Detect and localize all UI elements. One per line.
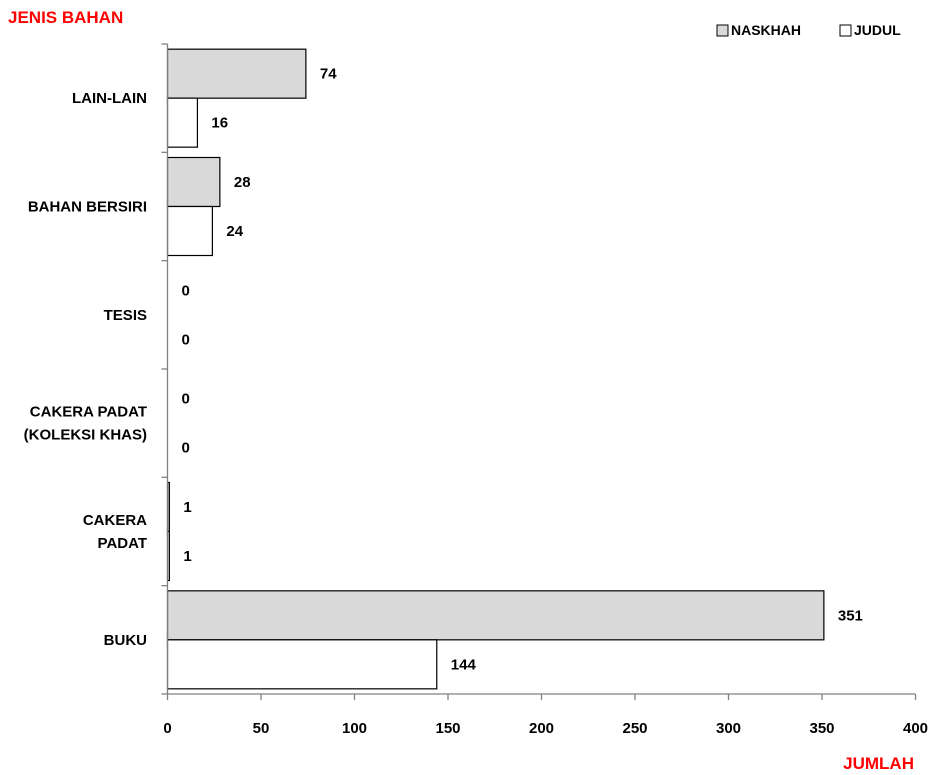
x-tick-label: 100 [342, 720, 367, 737]
axes-group: 0 50 100 150 200 250 300 350 400BUKUCAKERAPADATC… [24, 43, 928, 737]
x-tick-label: 200 [529, 720, 554, 737]
legend-swatch-judul [839, 24, 852, 37]
bar-naskhah-buku [166, 590, 825, 641]
data-label-judul-lain-lain: 16 [211, 115, 228, 132]
data-label-naskhah-cakera-padat-koleksi-khas: 0 [182, 391, 190, 408]
bar-naskhah-bahan-bersiri [166, 156, 221, 208]
data-label-judul-bahan-bersiri: 24 [226, 223, 243, 240]
x-tick-label: 50 [253, 720, 270, 737]
bar-naskhah-lain-lain [166, 48, 307, 99]
x-tick-label: 250 [622, 720, 647, 737]
x-tick-label: 300 [716, 720, 741, 737]
category-label-lain-lain: LAIN-LAIN [72, 90, 147, 107]
data-label-naskhah-bahan-bersiri: 28 [234, 174, 251, 191]
x-tick-label: 400 [903, 720, 928, 737]
data-label-naskhah-buku: 351 [838, 607, 863, 624]
category-label-tesis: TESIS [104, 307, 147, 324]
category-label-cakera-padat-koleksi-khas: CAKERA PADAT [30, 404, 147, 421]
data-label-judul-tesis: 0 [182, 331, 190, 348]
x-tick-label: 350 [809, 720, 834, 737]
legend-label-naskhah: NASKHAH [731, 22, 801, 38]
category-label-bahan-bersiri: BAHAN BERSIRI [28, 199, 147, 216]
bar-judul-bahan-bersiri [166, 205, 213, 257]
data-label-naskhah-tesis: 0 [182, 282, 190, 299]
category-label-cakera-padat-koleksi-khas: (KOLEKSI KHAS) [24, 427, 147, 444]
y-axis-title: JENIS BAHAN [8, 8, 123, 27]
legend-label-judul: JUDUL [854, 22, 901, 38]
x-tick-label: 0 [163, 720, 171, 737]
legend: NASKHAH JUDUL [716, 22, 901, 38]
data-label-naskhah-cakera-padat: 1 [183, 499, 191, 516]
x-tick-label: 150 [435, 720, 460, 737]
bar-judul-buku [166, 639, 438, 690]
bar-judul-lain-lain [166, 97, 199, 148]
category-label-cakera-padat: CAKERA [83, 512, 147, 529]
category-label-cakera-padat: PADAT [98, 535, 147, 552]
x-axis-title: JUMLAH [843, 754, 914, 773]
data-label-naskhah-lain-lain: 74 [320, 66, 337, 83]
data-label-judul-cakera-padat-koleksi-khas: 0 [182, 440, 190, 457]
data-label-judul-buku: 144 [451, 656, 477, 673]
data-label-judul-cakera-padat: 1 [183, 548, 191, 565]
bars-group: 351 144 1 1 0 0 0 0 28 24 74 16 [166, 48, 863, 690]
legend-swatch-naskhah [716, 24, 729, 37]
category-label-buku: BUKU [104, 632, 147, 649]
